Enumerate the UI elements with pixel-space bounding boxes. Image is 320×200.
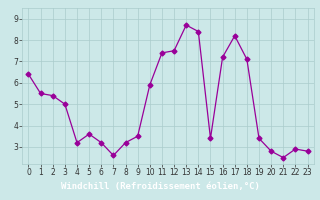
Text: Windchill (Refroidissement éolien,°C): Windchill (Refroidissement éolien,°C) — [60, 182, 260, 192]
